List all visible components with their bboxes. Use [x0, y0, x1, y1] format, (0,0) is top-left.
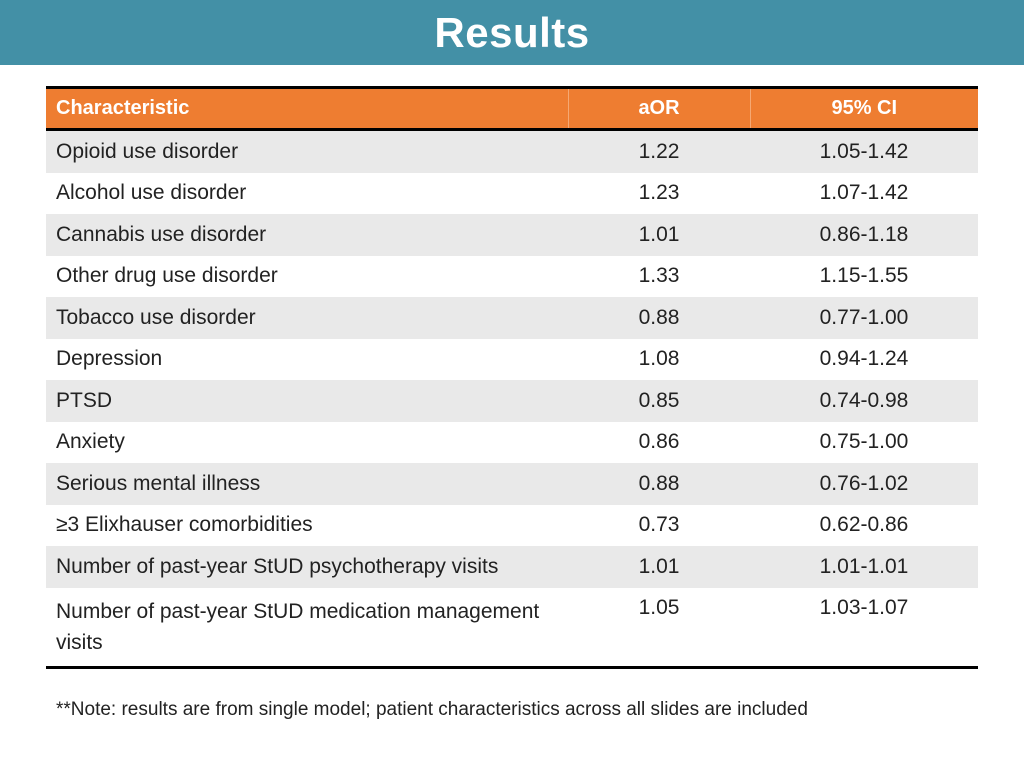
aor-cell: 1.22 [568, 129, 750, 173]
aor-cell: 1.01 [568, 214, 750, 256]
ci-cell: 0.94-1.24 [750, 338, 978, 380]
table-row: PTSD 0.85 0.74-0.98 [46, 380, 978, 422]
characteristic-cell: Serious mental illness [46, 463, 568, 505]
title-bar: Results [0, 0, 1024, 65]
header-aor: aOR [567, 87, 750, 131]
table-row: Serious mental illness 0.88 0.76-1.02 [46, 463, 978, 505]
header-characteristic: Characteristic [46, 87, 568, 131]
aor-cell: 0.86 [568, 421, 750, 463]
table-row: Cannabis use disorder 1.01 0.86-1.18 [46, 214, 978, 256]
aor-cell: 0.88 [568, 297, 750, 339]
ci-cell: 0.86-1.18 [750, 214, 978, 256]
table-row: Tobacco use disorder 0.88 0.77-1.00 [46, 297, 978, 339]
table-row: Opioid use disorder 1.22 1.05-1.42 [46, 129, 978, 173]
header-ci: 95% CI [749, 87, 978, 131]
aor-cell: 0.73 [568, 504, 750, 546]
table-row: Number of past-year StUD psychotherapy v… [46, 546, 978, 588]
table-row: Alcohol use disorder 1.23 1.07-1.42 [46, 172, 978, 214]
ci-cell: 0.76-1.02 [750, 463, 978, 505]
characteristic-cell: Opioid use disorder [46, 129, 568, 173]
table-row: Number of past-year StUD medication mana… [46, 587, 978, 667]
table-row: Anxiety 0.86 0.75-1.00 [46, 421, 978, 463]
characteristic-cell: PTSD [46, 380, 568, 422]
characteristic-cell: Alcohol use disorder [46, 172, 568, 214]
characteristic-cell: ≥3 Elixhauser comorbidities [46, 504, 568, 546]
table-row: Depression 1.08 0.94-1.24 [46, 338, 978, 380]
aor-cell: 1.33 [568, 255, 750, 297]
characteristic-cell: Cannabis use disorder [46, 214, 568, 256]
table-header-row: Characteristic aOR 95% CI [46, 87, 978, 131]
ci-cell: 1.01-1.01 [750, 546, 978, 588]
table-row: ≥3 Elixhauser comorbidities 0.73 0.62-0.… [46, 504, 978, 546]
slide-title: Results [434, 8, 590, 56]
aor-cell: 1.01 [568, 546, 750, 588]
ci-cell: 1.07-1.42 [750, 172, 978, 214]
ci-cell: 0.62-0.86 [750, 504, 978, 546]
characteristic-cell: Number of past-year StUD medication mana… [46, 587, 568, 667]
ci-cell: 1.03-1.07 [750, 587, 978, 667]
characteristic-cell: Anxiety [46, 421, 568, 463]
ci-cell: 1.15-1.55 [750, 255, 978, 297]
aor-cell: 1.23 [568, 172, 750, 214]
table-row: Other drug use disorder 1.33 1.15-1.55 [46, 255, 978, 297]
aor-cell: 1.08 [568, 338, 750, 380]
aor-cell: 0.85 [568, 380, 750, 422]
results-table: Characteristic aOR 95% CI Opioid use dis… [46, 86, 978, 669]
characteristic-cell: Other drug use disorder [46, 255, 568, 297]
aor-cell: 0.88 [568, 463, 750, 505]
ci-cell: 0.77-1.00 [750, 297, 978, 339]
ci-cell: 1.05-1.42 [750, 129, 978, 173]
aor-cell: 1.05 [568, 587, 750, 667]
characteristic-cell: Tobacco use disorder [46, 297, 568, 339]
footnote: **Note: results are from single model; p… [56, 699, 808, 720]
ci-cell: 0.74-0.98 [750, 380, 978, 422]
characteristic-cell: Number of past-year StUD psychotherapy v… [46, 546, 568, 588]
characteristic-cell: Depression [46, 338, 568, 380]
ci-cell: 0.75-1.00 [750, 421, 978, 463]
